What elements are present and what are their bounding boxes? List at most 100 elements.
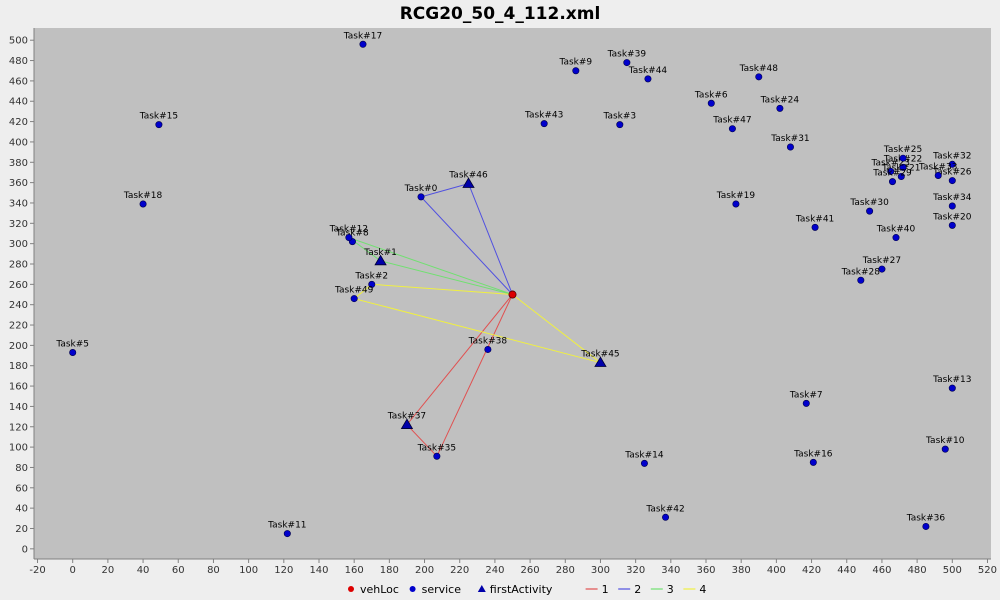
service-marker [617, 121, 623, 127]
task-label: Task#32 [932, 151, 971, 161]
service-marker [708, 100, 714, 106]
task-label: Task#35 [417, 443, 456, 453]
vehicle-location-marker [509, 291, 516, 298]
service-marker [923, 523, 929, 529]
task-label: Task#5 [55, 340, 89, 350]
x-tick-label: 480 [908, 565, 927, 576]
legend-route_3-label: 3 [667, 583, 674, 596]
task-label: Task#6 [694, 90, 728, 100]
service-marker [541, 120, 547, 126]
y-tick-label: 120 [9, 422, 28, 433]
x-tick-label: 240 [485, 565, 504, 576]
task-label: Task#0 [404, 184, 438, 194]
task-label: Task#31 [770, 134, 809, 144]
service-marker [70, 349, 76, 355]
y-tick-label: 480 [9, 56, 28, 67]
service-marker [641, 460, 647, 466]
task-label: Task#7 [789, 390, 823, 400]
service-marker [900, 155, 906, 161]
task-label: Task#27 [862, 256, 901, 266]
x-tick-label: 420 [802, 565, 821, 576]
y-tick-label: 400 [9, 137, 28, 148]
legend-vehLoc-label: vehLoc [360, 583, 399, 596]
legend-route_1-label: 1 [602, 583, 609, 596]
y-tick-label: 380 [9, 158, 28, 169]
task-label: Task#3 [602, 112, 636, 122]
service-marker [866, 208, 872, 214]
service-marker [573, 68, 579, 74]
task-label: Task#47 [712, 116, 751, 126]
legend-vehLoc-marker [348, 586, 354, 592]
task-label: Task#46 [448, 171, 488, 181]
task-label: Task#1 [363, 248, 397, 258]
y-tick-label: 360 [9, 178, 28, 189]
service-marker [858, 277, 864, 283]
service-marker [949, 177, 955, 183]
y-tick-label: 0 [22, 544, 28, 555]
y-tick-label: 320 [9, 219, 28, 230]
task-label: Task#49 [334, 286, 374, 296]
x-tick-label: 440 [837, 565, 856, 576]
task-label: Task#10 [925, 436, 965, 446]
chart-title: RCG20_50_4_112.xml [400, 4, 601, 24]
y-tick-label: 80 [15, 463, 28, 474]
task-label: Task#43 [524, 111, 563, 121]
service-marker [284, 530, 290, 536]
x-tick-label: 180 [380, 565, 399, 576]
service-marker [485, 346, 491, 352]
task-label: Task#37 [387, 412, 426, 422]
task-label: Task#29 [872, 169, 912, 179]
x-tick-label: 260 [521, 565, 540, 576]
task-label: Task#20 [932, 212, 972, 222]
x-tick-label: 140 [309, 565, 328, 576]
x-tick-label: 300 [591, 565, 610, 576]
service-marker [351, 295, 357, 301]
legend-route_4-label: 4 [699, 583, 706, 596]
x-tick-label: 520 [978, 565, 997, 576]
y-tick-label: 100 [9, 443, 28, 454]
service-marker [942, 446, 948, 452]
task-label: Task#42 [645, 504, 684, 514]
y-tick-label: 340 [9, 198, 28, 209]
y-tick-label: 240 [9, 300, 28, 311]
service-marker [156, 121, 162, 127]
service-marker [810, 459, 816, 465]
x-tick-label: 220 [450, 565, 469, 576]
task-label: Task#12 [329, 225, 368, 235]
x-tick-label: 60 [172, 565, 185, 576]
x-tick-label: 280 [556, 565, 575, 576]
service-marker [729, 126, 735, 132]
service-marker [893, 234, 899, 240]
service-marker [624, 59, 630, 65]
task-label: Task#25 [883, 145, 922, 155]
task-label: Task#17 [343, 31, 382, 41]
x-tick-label: 340 [661, 565, 680, 576]
x-tick-label: 400 [767, 565, 786, 576]
service-marker [777, 105, 783, 111]
y-tick-label: 220 [9, 321, 28, 332]
task-label: Task#33 [918, 163, 957, 173]
y-tick-label: 140 [9, 402, 28, 413]
task-label: Task#41 [795, 214, 834, 224]
y-tick-label: 180 [9, 361, 28, 372]
task-label: Task#48 [739, 64, 779, 74]
y-tick-label: 440 [9, 97, 28, 108]
y-tick-label: 280 [9, 260, 28, 271]
task-label: Task#38 [468, 336, 508, 346]
task-label: Task#13 [932, 375, 971, 385]
task-label: Task#40 [876, 225, 916, 235]
service-marker [935, 172, 941, 178]
task-label: Task#30 [849, 198, 889, 208]
service-marker [889, 178, 895, 184]
task-label: Task#15 [139, 112, 178, 122]
x-tick-label: 500 [943, 565, 962, 576]
task-label: Task#24 [760, 95, 800, 105]
y-tick-label: 40 [15, 504, 28, 515]
task-label: Task#18 [123, 191, 163, 201]
service-marker [756, 74, 762, 80]
task-label: Task#9 [558, 58, 592, 68]
service-marker [787, 144, 793, 150]
task-label: Task#36 [906, 513, 946, 523]
task-label: Task#28 [841, 267, 881, 277]
